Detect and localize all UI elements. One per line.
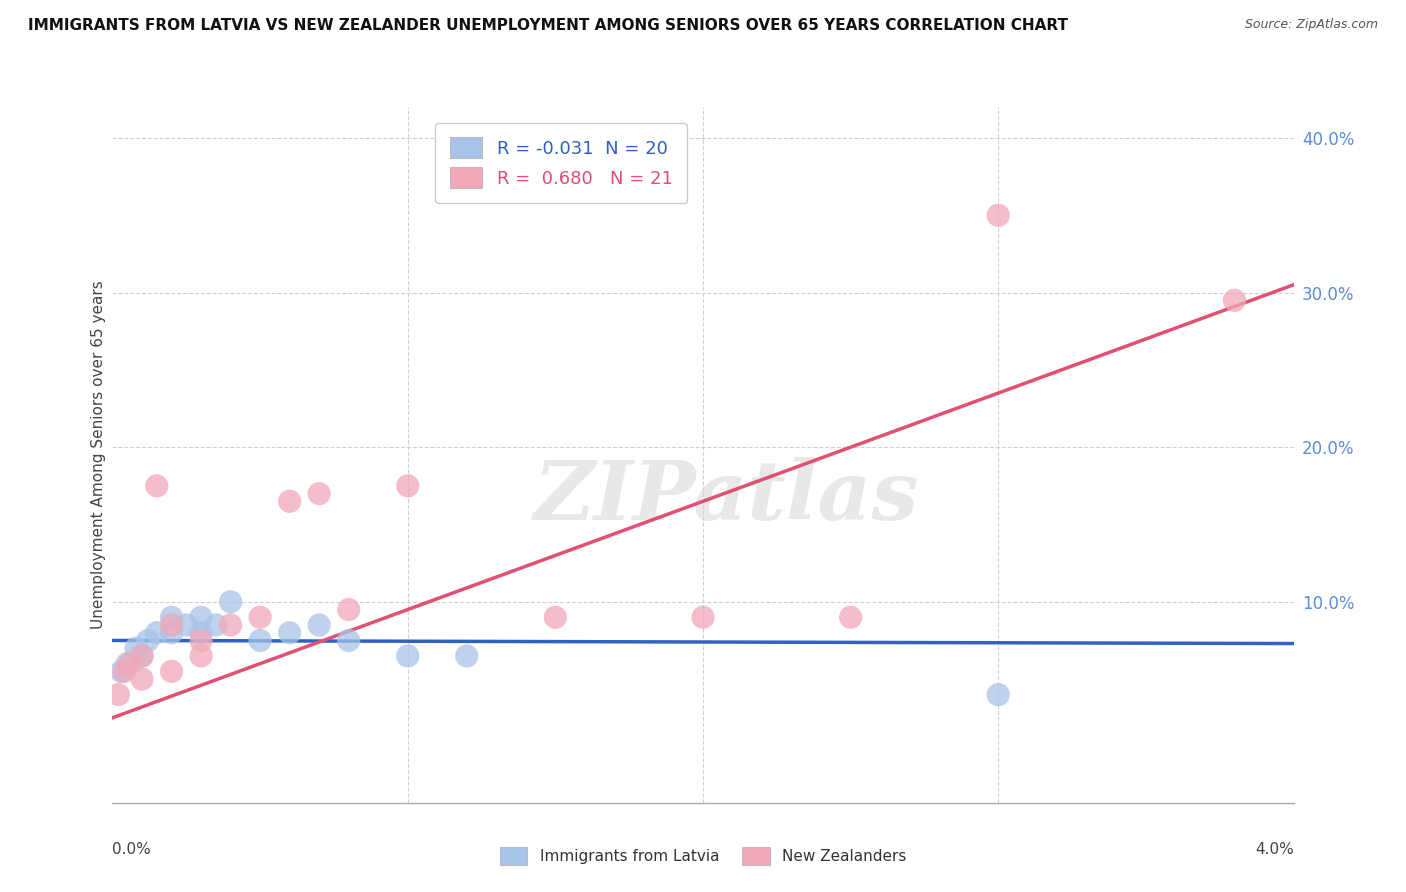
- Point: [456, 648, 478, 663]
- Text: 0.0%: 0.0%: [112, 842, 152, 856]
- Point: [190, 625, 212, 640]
- Point: [692, 610, 714, 624]
- Text: 4.0%: 4.0%: [1254, 842, 1294, 856]
- Point: [278, 625, 301, 640]
- Point: [160, 610, 183, 624]
- Point: [396, 479, 419, 493]
- Point: [839, 610, 862, 624]
- Point: [308, 486, 330, 500]
- Point: [136, 633, 159, 648]
- Legend: R = -0.031  N = 20, R =  0.680   N = 21: R = -0.031 N = 20, R = 0.680 N = 21: [436, 123, 688, 202]
- Point: [131, 648, 153, 663]
- Point: [337, 602, 360, 616]
- Point: [125, 641, 148, 656]
- Point: [278, 494, 301, 508]
- Point: [219, 595, 242, 609]
- Point: [120, 657, 142, 671]
- Point: [131, 672, 153, 686]
- Point: [146, 625, 169, 640]
- Point: [987, 208, 1010, 222]
- Point: [205, 618, 228, 632]
- Point: [396, 648, 419, 663]
- Text: Source: ZipAtlas.com: Source: ZipAtlas.com: [1244, 18, 1378, 31]
- Point: [987, 688, 1010, 702]
- Point: [190, 648, 212, 663]
- Point: [544, 610, 567, 624]
- Point: [174, 618, 197, 632]
- Point: [107, 688, 129, 702]
- Point: [308, 618, 330, 632]
- Point: [249, 610, 271, 624]
- Point: [131, 648, 153, 663]
- Point: [146, 479, 169, 493]
- Point: [190, 610, 212, 624]
- Y-axis label: Unemployment Among Seniors over 65 years: Unemployment Among Seniors over 65 years: [91, 281, 105, 629]
- Point: [117, 657, 138, 671]
- Point: [190, 633, 212, 648]
- Text: ZIPatlas: ZIPatlas: [534, 457, 920, 537]
- Point: [337, 633, 360, 648]
- Text: IMMIGRANTS FROM LATVIA VS NEW ZEALANDER UNEMPLOYMENT AMONG SENIORS OVER 65 YEARS: IMMIGRANTS FROM LATVIA VS NEW ZEALANDER …: [28, 18, 1069, 33]
- Point: [112, 665, 135, 679]
- Point: [219, 618, 242, 632]
- Point: [1223, 293, 1246, 308]
- Point: [110, 665, 132, 679]
- Point: [160, 618, 183, 632]
- Point: [160, 665, 183, 679]
- Point: [249, 633, 271, 648]
- Legend: Immigrants from Latvia, New Zealanders: Immigrants from Latvia, New Zealanders: [489, 837, 917, 875]
- Point: [160, 625, 183, 640]
